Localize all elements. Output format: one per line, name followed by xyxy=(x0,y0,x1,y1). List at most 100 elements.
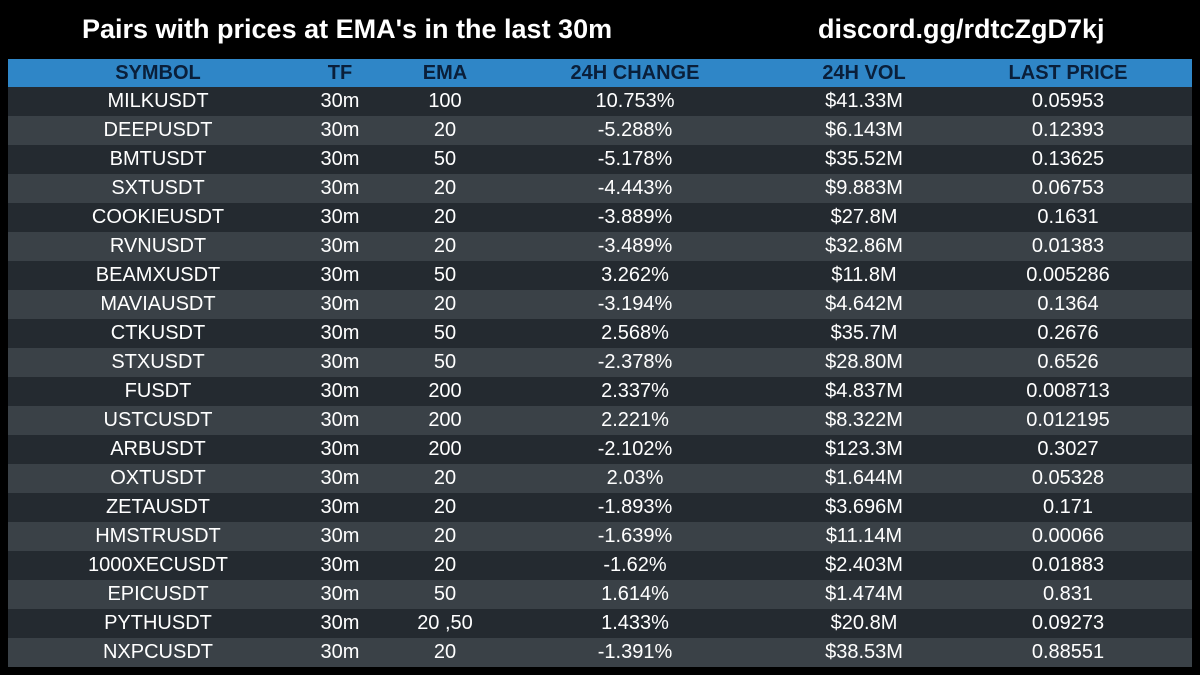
table-row[interactable]: SXTUSDT 30m 20 -4.443% $9.883M 0.06753 xyxy=(8,174,1192,203)
column-header-ema[interactable]: EMA xyxy=(422,61,468,84)
cell-24h-change: 1.614% xyxy=(601,583,669,605)
cell-ema: 20 xyxy=(433,293,457,315)
page-title: Pairs with prices at EMA's in the last 3… xyxy=(82,14,613,44)
cell-ema: 200 xyxy=(428,438,462,460)
cell-ema: 50 xyxy=(433,322,457,344)
cell-last-price: 0.00066 xyxy=(1031,525,1105,547)
table-row[interactable]: CTKUSDT 30m 50 2.568% $35.7M 0.2676 xyxy=(8,319,1192,348)
cell-tf: 30m xyxy=(320,351,360,373)
column-header-last-price[interactable]: LAST PRICE xyxy=(1008,61,1128,84)
cell-ema: 20 xyxy=(433,119,457,141)
cell-last-price: 0.01383 xyxy=(1031,235,1105,257)
cell-ema: 20 xyxy=(433,641,457,663)
discord-link[interactable]: discord.gg/rdtcZgD7kj xyxy=(818,14,1105,44)
table-header-row: SYMBOL TF EMA 24H CHANGE 24H VOL LAST PR… xyxy=(8,59,1192,87)
cell-tf: 30m xyxy=(320,380,360,402)
table-row[interactable]: OXTUSDT 30m 20 2.03% $1.644M 0.05328 xyxy=(8,464,1192,493)
cell-24h-vol: $6.143M xyxy=(825,119,903,141)
column-header-24h-vol[interactable]: 24H VOL xyxy=(822,61,906,84)
cell-24h-vol: $9.883M xyxy=(825,177,903,199)
cell-24h-change: 1.433% xyxy=(601,612,669,634)
cell-symbol: FUSDT xyxy=(124,380,192,402)
cell-last-price: 0.005286 xyxy=(1026,264,1110,286)
table-row[interactable]: BMTUSDT 30m 50 -5.178% $35.52M 0.13625 xyxy=(8,145,1192,174)
cell-24h-change: 2.03% xyxy=(606,467,664,489)
cell-24h-vol: $35.52M xyxy=(825,148,903,170)
table-row[interactable]: ARBUSDT 30m 200 -2.102% $123.3M 0.3027 xyxy=(8,435,1192,464)
cell-symbol: CTKUSDT xyxy=(110,322,206,344)
column-header-symbol[interactable]: SYMBOL xyxy=(115,61,201,84)
cell-symbol: 1000XECUSDT xyxy=(87,554,229,576)
cell-24h-vol: $20.8M xyxy=(830,612,898,634)
table-row[interactable]: STXUSDT 30m 50 -2.378% $28.80M 0.6526 xyxy=(8,348,1192,377)
cell-symbol: MILKUSDT xyxy=(107,90,209,112)
cell-24h-vol: $11.14M xyxy=(825,525,903,547)
cell-24h-vol: $38.53M xyxy=(825,641,903,663)
column-header-24h-change[interactable]: 24H CHANGE xyxy=(570,61,700,84)
table-row[interactable]: ZETAUSDT 30m 20 -1.893% $3.696M 0.171 xyxy=(8,493,1192,522)
table-row[interactable]: 1000XECUSDT 30m 20 -1.62% $2.403M 0.01883 xyxy=(8,551,1192,580)
cell-last-price: 0.3027 xyxy=(1037,438,1099,460)
table-row[interactable]: DEEPUSDT 30m 20 -5.288% $6.143M 0.12393 xyxy=(8,116,1192,145)
cell-tf: 30m xyxy=(320,409,360,431)
table-row[interactable]: FUSDT 30m 200 2.337% $4.837M 0.008713 xyxy=(8,377,1192,406)
cell-24h-change: -3.194% xyxy=(597,293,673,315)
cell-tf: 30m xyxy=(320,177,360,199)
table-row[interactable]: PYTHUSDT 30m 20 ,50 1.433% $20.8M 0.09273 xyxy=(8,609,1192,638)
table-row[interactable]: COOKIEUSDT 30m 20 -3.889% $27.8M 0.1631 xyxy=(8,203,1192,232)
cell-tf: 30m xyxy=(320,612,360,634)
cell-24h-vol: $2.403M xyxy=(825,554,903,576)
table-row[interactable]: RVNUSDT 30m 20 -3.489% $32.86M 0.01383 xyxy=(8,232,1192,261)
cell-tf: 30m xyxy=(320,467,360,489)
cell-24h-change: 10.753% xyxy=(595,90,675,112)
cell-ema: 20 xyxy=(433,554,457,576)
table-row[interactable]: MAVIAUSDT 30m 20 -3.194% $4.642M 0.1364 xyxy=(8,290,1192,319)
table-row[interactable]: EPICUSDT 30m 50 1.614% $1.474M 0.831 xyxy=(8,580,1192,609)
cell-ema: 20 xyxy=(433,235,457,257)
table-body: MILKUSDT 30m 100 10.753% $41.33M 0.05953 DEEPU… xyxy=(8,87,1192,667)
cell-symbol: HMSTRUSDT xyxy=(95,525,221,547)
cell-symbol: NXPCUSDT xyxy=(102,641,213,663)
cell-24h-change: -1.391% xyxy=(597,641,673,663)
cell-tf: 30m xyxy=(320,235,360,257)
table-row[interactable]: MILKUSDT 30m 100 10.753% $41.33M 0.05953 xyxy=(8,87,1192,116)
cell-symbol: USTCUSDT xyxy=(103,409,213,431)
cell-24h-change: 3.262% xyxy=(601,264,669,286)
cell-24h-vol: $4.837M xyxy=(825,380,903,402)
cell-24h-change: -4.443% xyxy=(597,177,673,199)
cell-tf: 30m xyxy=(320,583,360,605)
cell-24h-vol: $123.3M xyxy=(825,438,903,460)
cell-symbol: SXTUSDT xyxy=(111,177,205,199)
cell-24h-vol: $11.8M xyxy=(831,264,897,286)
cell-24h-vol: $27.8M xyxy=(830,206,898,228)
cell-24h-vol: $1.644M xyxy=(825,467,903,489)
pairs-table: SYMBOL TF EMA 24H CHANGE 24H VOL LAST PR… xyxy=(8,59,1192,667)
cell-symbol: EPICUSDT xyxy=(107,583,209,605)
cell-last-price: 0.831 xyxy=(1042,583,1094,605)
cell-24h-change: -3.889% xyxy=(597,206,673,228)
cell-ema: 20 xyxy=(433,496,457,518)
cell-last-price: 0.05953 xyxy=(1031,90,1105,112)
cell-last-price: 0.171 xyxy=(1042,496,1094,518)
cell-24h-change: -2.102% xyxy=(597,438,673,460)
cell-ema: 50 xyxy=(433,264,457,286)
cell-last-price: 0.2676 xyxy=(1037,322,1099,344)
cell-ema: 200 xyxy=(428,380,462,402)
cell-symbol: BMTUSDT xyxy=(109,148,207,170)
cell-ema: 100 xyxy=(428,90,462,112)
cell-tf: 30m xyxy=(320,264,360,286)
table-row[interactable]: HMSTRUSDT 30m 20 -1.639% $11.14M 0.00066 xyxy=(8,522,1192,551)
cell-last-price: 0.008713 xyxy=(1026,380,1110,402)
cell-ema: 20 xyxy=(433,525,457,547)
cell-ema: 20 ,50 xyxy=(417,612,473,634)
table-row[interactable]: BEAMXUSDT 30m 50 3.262% $11.8M 0.005286 xyxy=(8,261,1192,290)
table-row[interactable]: NXPCUSDT 30m 20 -1.391% $38.53M 0.88551 xyxy=(8,638,1192,667)
cell-symbol: ZETAUSDT xyxy=(105,496,211,518)
cell-24h-vol: $32.86M xyxy=(825,235,903,257)
cell-last-price: 0.06753 xyxy=(1031,177,1105,199)
cell-tf: 30m xyxy=(320,496,360,518)
column-header-tf[interactable]: TF xyxy=(327,61,353,84)
cell-tf: 30m xyxy=(320,525,360,547)
cell-24h-vol: $41.33M xyxy=(825,90,903,112)
table-row[interactable]: USTCUSDT 30m 200 2.221% $8.322M 0.012195 xyxy=(8,406,1192,435)
